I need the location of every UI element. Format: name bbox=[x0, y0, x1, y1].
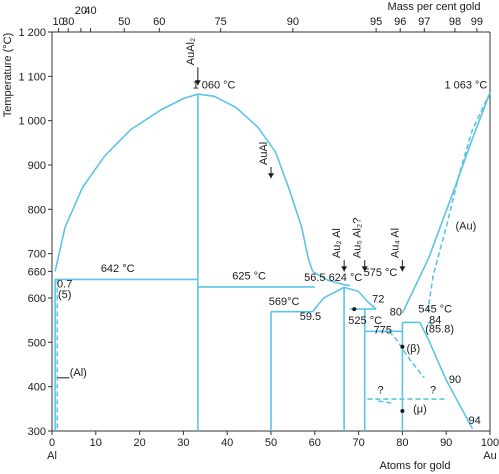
x-tick-label: 90 bbox=[440, 437, 452, 449]
x-tick-label: 80 bbox=[396, 437, 408, 449]
y-tick-label: 600 bbox=[28, 293, 46, 305]
top-tick-label: 10 bbox=[52, 16, 64, 28]
phase-label: (Au) bbox=[456, 221, 477, 233]
x-tick-label: 30 bbox=[177, 437, 189, 449]
liquidus-au-rich bbox=[401, 92, 491, 314]
phase-label: 1 063 °C bbox=[444, 79, 487, 91]
phase-label: 0.7 bbox=[57, 278, 72, 290]
phase-label: 1 060 °C bbox=[193, 79, 236, 91]
x-tick-label: 20 bbox=[133, 437, 145, 449]
compound-arrowhead bbox=[341, 266, 348, 272]
phase-label: ? bbox=[377, 384, 383, 396]
phase-label: 56.5 bbox=[304, 272, 325, 284]
phase-label: 569°C bbox=[269, 296, 300, 308]
phase-label: 94 bbox=[469, 415, 481, 427]
point-575 bbox=[352, 307, 357, 312]
phase-label: 84 bbox=[429, 314, 441, 326]
phase-label: 59.5 bbox=[300, 311, 321, 323]
phase-label: ? bbox=[430, 384, 436, 396]
mu-dot bbox=[400, 409, 405, 414]
x-axis-title-bottom: Atoms for gold bbox=[380, 460, 451, 472]
x-tick-label: 60 bbox=[309, 437, 321, 449]
x-tick-label: 100 bbox=[481, 437, 499, 449]
phase-label: 625 °C bbox=[232, 270, 266, 282]
top-tick-label: 96 bbox=[394, 16, 406, 28]
compound-label: AuAl bbox=[258, 142, 270, 165]
compound-label: Au₅ Al₂? bbox=[352, 218, 364, 259]
top-tick-label: 20 bbox=[75, 5, 87, 17]
y-tick-label: 1 200 bbox=[18, 27, 46, 39]
beta-boundary bbox=[388, 330, 425, 379]
phase-label: (85.8) bbox=[425, 324, 454, 336]
top-tick-label: 99 bbox=[471, 16, 483, 28]
compound-label: AuAl₂ bbox=[185, 38, 197, 66]
phase-label: 80 bbox=[390, 307, 402, 319]
phase-label: 775 bbox=[374, 324, 392, 336]
au2al-dome bbox=[311, 286, 377, 313]
phase-boundaries bbox=[54, 92, 491, 431]
phase-label: (μ) bbox=[413, 403, 427, 415]
compound-label: Au₂ Al bbox=[331, 228, 343, 258]
x-axis-end-label-au: Au bbox=[483, 450, 496, 462]
solidus-au bbox=[427, 92, 491, 312]
x-tick-label: 10 bbox=[90, 437, 102, 449]
phase-label: (5) bbox=[58, 289, 71, 301]
top-tick-label: 60 bbox=[153, 16, 165, 28]
compound-label: Au₄ Al bbox=[389, 228, 401, 258]
y-axis-title: Temperature (°C) bbox=[2, 33, 14, 117]
x-axis-title-top: Mass per cent gold bbox=[388, 1, 481, 13]
phase-label: 642 °C bbox=[101, 263, 135, 275]
phase-label: 72 bbox=[372, 293, 384, 305]
question-line-2 bbox=[378, 400, 394, 405]
y-tick-label: 500 bbox=[28, 337, 46, 349]
x-tick-label: 50 bbox=[265, 437, 277, 449]
x-axis-end-label-al: Al bbox=[47, 450, 57, 462]
x-tick-label: 0 bbox=[49, 437, 55, 449]
x-tick-label: 40 bbox=[221, 437, 233, 449]
phase-label: (Al) bbox=[70, 367, 87, 379]
y-tick-label: 300 bbox=[28, 426, 46, 438]
top-tick-label: 30 bbox=[62, 16, 74, 28]
au-solvus bbox=[419, 322, 474, 430]
top-tick-label: 95 bbox=[370, 16, 382, 28]
phase-label: 90 bbox=[449, 374, 461, 386]
phase-labels: AuAl₂ AuAl Au₂ Al Au₅ Al₂? Au₄ Al 1 060 °C 1 0… bbox=[57, 38, 487, 427]
top-tick-label: 97 bbox=[418, 16, 430, 28]
phase-label: 545 °C bbox=[418, 304, 452, 316]
compound-arrowhead bbox=[194, 80, 201, 86]
phase-label: 624 °C bbox=[329, 272, 363, 284]
liquidus-mid bbox=[312, 270, 350, 287]
top-tick-label: 90 bbox=[287, 16, 299, 28]
compound-arrowhead bbox=[399, 266, 406, 272]
compound-arrowhead bbox=[361, 266, 368, 272]
y-tick-label: 700 bbox=[28, 249, 46, 261]
y-tick-label: 1 000 bbox=[18, 116, 46, 128]
au-solvus-dash bbox=[427, 321, 434, 326]
y-tick-label: 400 bbox=[28, 382, 46, 394]
x-tick-label: 70 bbox=[352, 437, 364, 449]
top-tick-label: 40 bbox=[84, 5, 96, 17]
y-tick-label: 660 bbox=[28, 266, 46, 278]
y-tick-label: 1 100 bbox=[18, 71, 46, 83]
top-tick-label: 98 bbox=[449, 16, 461, 28]
compound-arrowhead bbox=[268, 173, 274, 179]
top-tick-label: 75 bbox=[215, 16, 227, 28]
phase-label: 575 °C bbox=[364, 267, 398, 279]
beta-dot bbox=[400, 344, 405, 349]
phase-label: (β) bbox=[407, 343, 421, 355]
liquidus-al-rich bbox=[54, 93, 314, 272]
y-tick-label: 800 bbox=[28, 204, 46, 216]
y-tick-label: 900 bbox=[28, 160, 46, 172]
phase-label: 525 °C bbox=[348, 315, 382, 327]
top-tick-label: 50 bbox=[118, 16, 130, 28]
